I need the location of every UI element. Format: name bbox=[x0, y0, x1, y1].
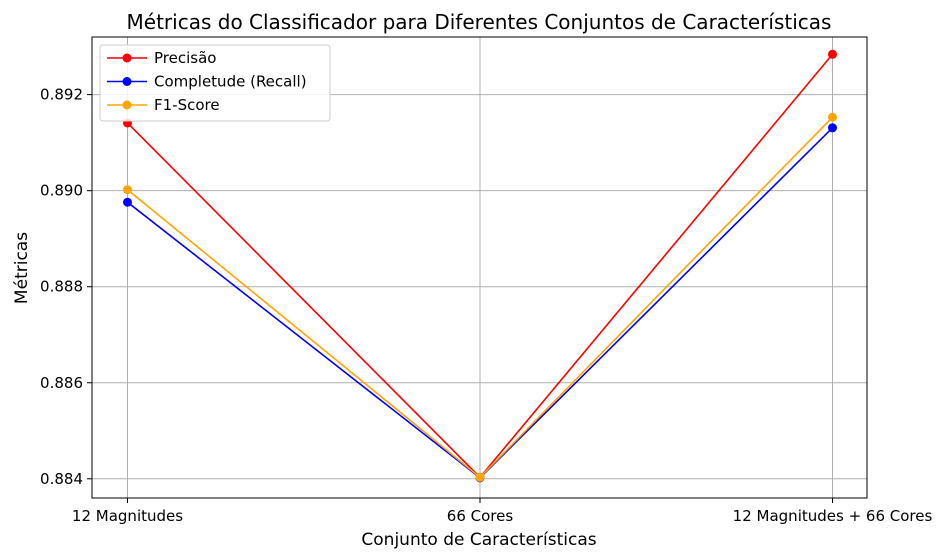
data-point bbox=[828, 49, 837, 59]
y-tick-label: 0.892 bbox=[40, 86, 83, 104]
y-axis: 0.884 0.886 0.888 0.890 0.892 bbox=[40, 86, 92, 488]
x-tick-label: 12 Magnitudes + 66 Cores bbox=[733, 507, 933, 525]
chart-title: Métricas do Classificador para Diferente… bbox=[127, 10, 832, 34]
y-tick-label: 0.886 bbox=[40, 374, 83, 392]
series-group bbox=[123, 49, 837, 483]
x-axis: 12 Magnitudes 66 Cores 12 Magnitudes + 66 … bbox=[72, 498, 933, 525]
legend-box bbox=[99, 44, 331, 122]
data-point bbox=[123, 185, 132, 195]
data-point bbox=[828, 112, 837, 122]
x-tick-label: 12 Magnitudes bbox=[72, 507, 183, 525]
legend-marker bbox=[122, 77, 132, 86]
legend-label: Completude (Recall) bbox=[154, 73, 307, 91]
legend-marker bbox=[122, 100, 132, 110]
legend-marker bbox=[122, 53, 132, 63]
x-axis-label: Conjunto de Características bbox=[361, 530, 596, 550]
y-tick-label: 0.884 bbox=[40, 470, 83, 488]
data-point bbox=[123, 197, 132, 207]
data-point bbox=[828, 123, 837, 133]
legend: Precisão Completude (Recall) F1-Score bbox=[99, 44, 331, 122]
x-tick-label: 66 Cores bbox=[447, 507, 514, 525]
y-tick-label: 0.888 bbox=[40, 278, 83, 296]
legend-label: Precisão bbox=[154, 49, 216, 67]
data-point bbox=[475, 472, 485, 482]
legend-label: F1-Score bbox=[154, 96, 220, 114]
y-tick-label: 0.890 bbox=[40, 182, 83, 200]
y-axis-label: Métricas bbox=[12, 232, 32, 304]
